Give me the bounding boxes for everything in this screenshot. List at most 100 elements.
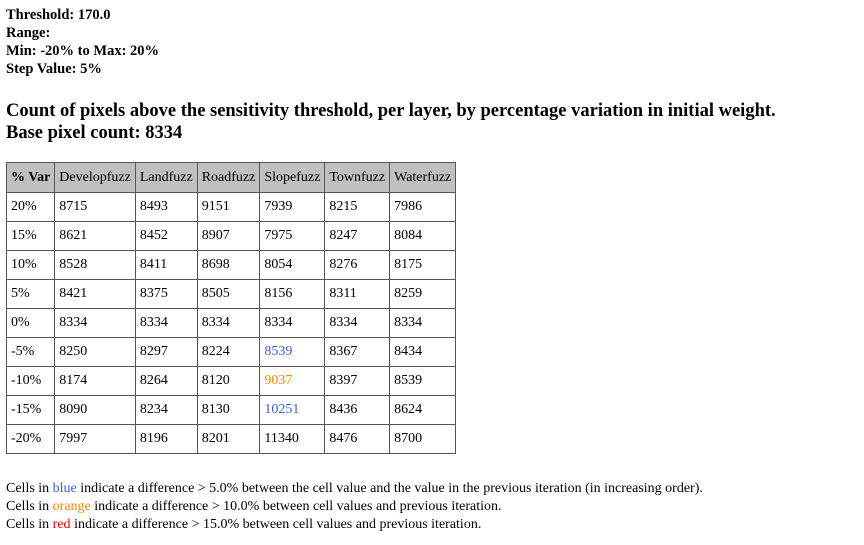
base-pixel-count: Base pixel count: 8334 xyxy=(6,123,183,143)
table-cell: 8493 xyxy=(134,192,198,222)
legend-red: Cells in red indicate a difference > 15.… xyxy=(6,516,703,534)
table-cell: 8528 xyxy=(54,250,136,280)
table-cell: 8397 xyxy=(324,366,391,396)
legend-blue-pre: Cells in xyxy=(6,481,53,496)
legend-blue-word: blue xyxy=(52,481,77,496)
min-max-label: Min: -20% to Max: 20% xyxy=(6,43,160,59)
table-cell: 8215 xyxy=(324,192,391,222)
color-legend: Cells in blue indicate a difference > 5.… xyxy=(6,480,703,534)
table-row: 5% 8421 8375 8505 8156 8311 8259 xyxy=(5,279,457,309)
table-row: -5% 8250 8297 8224 8539 8367 8434 xyxy=(5,337,457,367)
column-header: Slopefuzz xyxy=(259,162,326,193)
table-cell: 8334 xyxy=(324,308,391,338)
table-cell: 7997 xyxy=(54,424,136,454)
column-header: % Var xyxy=(5,162,56,193)
table-cell: 8264 xyxy=(134,366,198,396)
table-cell: 8120 xyxy=(196,366,261,396)
table-cell: 8476 xyxy=(324,424,391,454)
table-cell: 8436 xyxy=(324,395,391,425)
table-cell: 8621 xyxy=(54,221,136,251)
table-cell: 11340 xyxy=(259,424,326,454)
variation-cell: 10% xyxy=(5,250,56,280)
table-cell: 8259 xyxy=(389,279,457,309)
table-cell: 8297 xyxy=(134,337,198,367)
legend-orange-pre: Cells in xyxy=(6,499,53,514)
table-cell: 8698 xyxy=(196,250,261,280)
table-cell: 7986 xyxy=(389,192,457,222)
table-cell: 8334 xyxy=(259,308,326,338)
table-row: 20% 8715 8493 9151 7939 8215 7986 xyxy=(5,192,457,222)
table-row: -10% 8174 8264 8120 9037 8397 8539 xyxy=(5,366,457,396)
table-cell: 8156 xyxy=(259,279,326,309)
table-row: 10% 8528 8411 8698 8054 8276 8175 xyxy=(5,250,457,280)
legend-blue: Cells in blue indicate a difference > 5.… xyxy=(6,480,703,498)
column-header: Landfuzz xyxy=(134,162,198,193)
variation-cell: -5% xyxy=(5,337,56,367)
table-cell: 8175 xyxy=(389,250,457,280)
parameters-block: Threshold: 170.0 Range: Min: -20% to Max… xyxy=(6,6,159,78)
pixel-count-table: % Var Developfuzz Landfuzz Roadfuzz Slopefuz… xyxy=(5,162,457,454)
variation-cell: 5% xyxy=(5,279,56,309)
table-row: -15% 8090 8234 8130 10251 8436 8624 xyxy=(5,395,457,425)
table-cell: 8367 xyxy=(324,337,391,367)
step-value-label: Step Value: 5% xyxy=(6,61,102,77)
page-heading: Count of pixels above the sensitivity th… xyxy=(6,100,776,144)
table-cell: 8250 xyxy=(54,337,136,367)
table-header-row: % Var Developfuzz Landfuzz Roadfuzz Slopefuz… xyxy=(5,162,457,193)
table-cell: 8421 xyxy=(54,279,136,309)
variation-cell: -10% xyxy=(5,366,56,396)
table-cell: 8234 xyxy=(134,395,198,425)
table-cell: 8715 xyxy=(54,192,136,222)
table-cell: 8054 xyxy=(259,250,326,280)
table-row: -20% 7997 8196 8201 11340 8476 8700 xyxy=(5,424,457,454)
variation-cell: -15% xyxy=(5,395,56,425)
table-cell: 8130 xyxy=(196,395,261,425)
table-cell: 8224 xyxy=(196,337,261,367)
range-label: Range: xyxy=(6,25,51,41)
column-header: Roadfuzz xyxy=(196,162,261,193)
variation-cell: 20% xyxy=(5,192,56,222)
table-cell: 7939 xyxy=(259,192,326,222)
variation-cell: -20% xyxy=(5,424,56,454)
legend-orange-post: indicate a difference > 10.0% between ce… xyxy=(90,499,502,514)
table-cell: 8334 xyxy=(134,308,198,338)
table-cell: 8452 xyxy=(134,221,198,251)
table-cell: 8334 xyxy=(389,308,457,338)
table-cell: 8539 xyxy=(389,366,457,396)
legend-red-post: indicate a difference > 15.0% between ce… xyxy=(70,517,482,532)
table-cell: 8276 xyxy=(324,250,391,280)
table-cell: 8090 xyxy=(54,395,136,425)
table-row: 0% 8334 8334 8334 8334 8334 8334 xyxy=(5,308,457,338)
table-cell: 8539 xyxy=(259,337,326,367)
table-cell: 8247 xyxy=(324,221,391,251)
heading-title: Count of pixels above the sensitivity th… xyxy=(6,101,776,121)
table-cell: 8411 xyxy=(134,250,198,280)
column-header: Developfuzz xyxy=(54,162,136,193)
table-cell: 8174 xyxy=(54,366,136,396)
table-body: 20% 8715 8493 9151 7939 8215 7986 15% 8621 8452 89… xyxy=(5,192,457,454)
table-cell: 8334 xyxy=(54,308,136,338)
column-header: Townfuzz xyxy=(324,162,391,193)
table-cell: 8624 xyxy=(389,395,457,425)
table-cell: 8907 xyxy=(196,221,261,251)
table-cell: 8700 xyxy=(389,424,457,454)
table-cell: 8084 xyxy=(389,221,457,251)
legend-orange-word: orange xyxy=(52,499,91,514)
legend-red-pre: Cells in xyxy=(6,517,53,532)
threshold-label: Threshold: 170.0 xyxy=(6,7,111,23)
table-cell: 8434 xyxy=(389,337,457,367)
column-header: Waterfuzz xyxy=(389,162,457,193)
table-cell: 8311 xyxy=(324,279,391,309)
table-cell: 8196 xyxy=(134,424,198,454)
variation-cell: 0% xyxy=(5,308,56,338)
variation-cell: 15% xyxy=(5,221,56,251)
table-cell: 9151 xyxy=(196,192,261,222)
legend-blue-post: indicate a difference > 5.0% between the… xyxy=(76,481,703,496)
legend-orange: Cells in orange indicate a difference > … xyxy=(6,498,703,516)
table-cell: 7975 xyxy=(259,221,326,251)
table-cell: 9037 xyxy=(259,366,326,396)
legend-red-word: red xyxy=(52,517,71,532)
table-cell: 8375 xyxy=(134,279,198,309)
table-cell: 10251 xyxy=(259,395,326,425)
table-row: 15% 8621 8452 8907 7975 8247 8084 xyxy=(5,221,457,251)
